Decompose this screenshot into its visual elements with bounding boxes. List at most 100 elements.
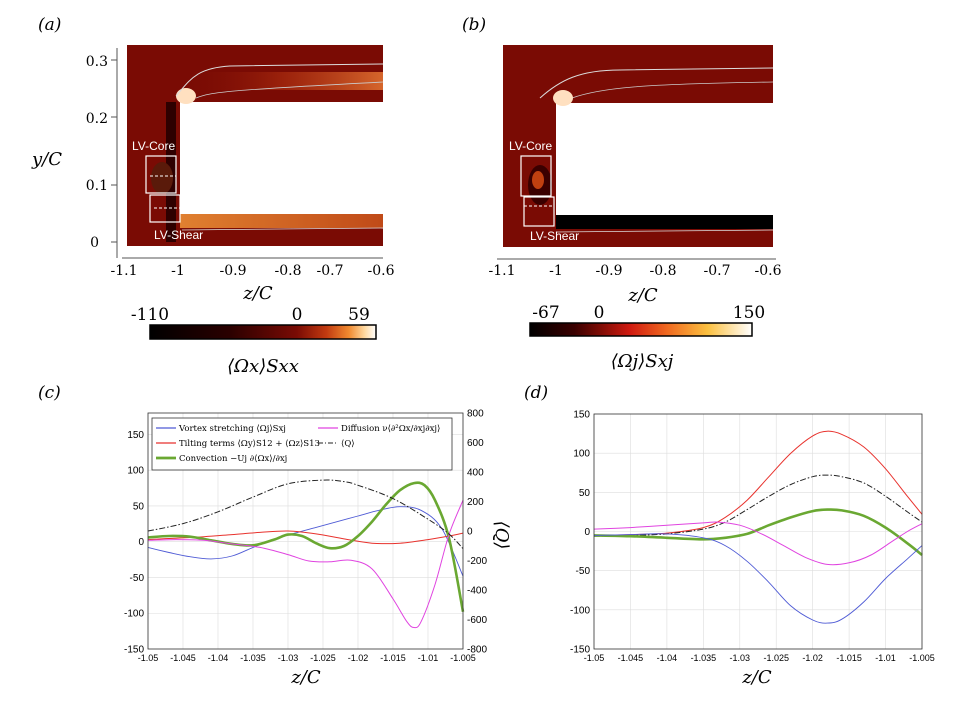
lv-core-box-a	[145, 155, 177, 194]
d-y-tick: 50	[579, 488, 591, 499]
legend-tilting: Tilting terms ⟨Ωy⟩S12 + ⟨Ωz⟩S13	[179, 439, 320, 449]
panel-c-x-ticks: -1.05 -1.045 -1.04 -1.035 -1.03 -1.025 -1.02 -1…	[138, 653, 476, 663]
c-right-tick: 800	[467, 409, 484, 420]
y-tick-a-0.3: 0.3	[86, 54, 108, 70]
x-tick-a--0.8: -0.8	[275, 263, 302, 279]
c-x-tick: -1.01	[418, 653, 439, 663]
d-y-tick: -100	[570, 605, 590, 616]
d-x-tick: -1.025	[763, 653, 789, 663]
c-right-tick: -400	[467, 586, 487, 597]
c-x-tick: -1.015	[380, 653, 406, 663]
x-tick-b--0.7: -0.7	[704, 263, 731, 279]
heatmap-b-black-stripe	[556, 215, 773, 229]
c-series-q	[147, 479, 464, 550]
colorbar-b: -67 0 150 ⟨Ωj⟩Sxj	[529, 303, 765, 372]
panel-b-xlabel: z/C	[627, 285, 658, 306]
colorbar-a-mid: 0	[292, 305, 303, 325]
panel-c-y-ticks: -150 -100 -50 0 50 100 150	[124, 430, 144, 656]
panel-a-ylabel: y/C	[31, 149, 62, 170]
c-x-tick: -1.005	[450, 653, 476, 663]
d-series-vortex	[593, 533, 923, 624]
d-x-tick: -1.035	[691, 653, 717, 663]
d-x-tick: -1.04	[657, 653, 678, 663]
panel-a-frame-ticks	[111, 48, 383, 259]
panel-b: (b) LV-Core LV-Shear -1.1 -1 -0.9 -0.8 -…	[462, 15, 782, 372]
c-x-tick: -1.03	[278, 653, 299, 663]
panel-a-x-ticks: -1.1 -1 -0.9 -0.8 -0.7 -0.6	[111, 263, 395, 279]
panel-c-frame	[147, 412, 464, 650]
lv-shear-box-b	[523, 196, 555, 227]
colorbar-b-min: -67	[532, 303, 559, 323]
d-x-tick: -1.03	[730, 653, 751, 663]
c-y-tick: 150	[127, 430, 144, 441]
d-x-tick: -1.015	[836, 653, 862, 663]
c-x-tick: -1.02	[348, 653, 369, 663]
c-x-tick: -1.035	[240, 653, 266, 663]
x-tick-a--0.9: -0.9	[220, 263, 247, 279]
d-y-tick: -50	[576, 566, 591, 577]
lv-shear-label-a: LV-Shear	[154, 228, 203, 242]
d-y-tick: 0	[584, 527, 590, 538]
c-right-tick: 400	[467, 468, 484, 479]
panel-b-x-ticks: -1.1 -1 -0.9 -0.8 -0.7 -0.6	[489, 263, 782, 279]
d-series-tilting	[593, 430, 923, 536]
heatmap-a-body	[180, 102, 383, 214]
panel-c-right-ticks: -800 -600 -400 -200 0 200 400 600 800	[467, 409, 487, 656]
heatmap-b-contour	[539, 67, 774, 99]
x-tick-b--1: -1	[549, 263, 563, 279]
colorbar-a-label: ⟨Ωx⟩Sxx	[227, 356, 299, 377]
colorbar-a-min: -110	[131, 305, 169, 325]
panel-d-label: (d)	[524, 383, 548, 403]
legend-convection: Convection −Uj ∂⟨Ωx⟩/∂xj	[179, 454, 287, 464]
d-y-tick: 100	[573, 449, 590, 460]
heatmap-b: LV-Core LV-Shear	[503, 45, 774, 247]
c-right-tick: 0	[467, 527, 473, 538]
panel-a-y-ticks: 0.3 0.2 0.1 0	[86, 54, 108, 251]
panel-d-y-ticks: -150 -100 -50 0 50 100 150	[570, 410, 590, 656]
d-x-tick: -1.02	[802, 653, 823, 663]
legend-diffusion: Diffusion ν⟨∂²Ωx/∂xj∂xj⟩	[341, 424, 440, 434]
panel-c-series	[147, 479, 465, 629]
panel-a-xlabel: z/C	[242, 283, 273, 304]
colorbar-a-bar	[149, 324, 377, 340]
panel-a-label: (a)	[38, 15, 61, 35]
panel-d-x-ticks: -1.05 -1.045 -1.04 -1.035 -1.03 -1.025 -1.02 -1…	[584, 653, 935, 663]
panel-d-xlabel: z/C	[741, 667, 772, 688]
y-tick-a-0: 0	[90, 235, 99, 251]
d-x-tick: -1.01	[875, 653, 896, 663]
x-tick-a--0.7: -0.7	[317, 263, 344, 279]
d-y-tick: 150	[573, 410, 590, 421]
heatmap-a-jet	[180, 72, 383, 90]
panel-c-legend: Vortex stretching ⟨Ωj⟩Sxj Tilting terms …	[151, 417, 453, 471]
heatmap-a-contour-2	[195, 81, 384, 99]
x-tick-b--1.1: -1.1	[489, 263, 516, 279]
c-y-tick: -50	[130, 573, 145, 584]
legend-box	[151, 417, 453, 471]
heatmap-b-lv-blob	[553, 90, 573, 106]
x-tick-b--0.9: -0.9	[596, 263, 623, 279]
x-tick-a--1.1: -1.1	[111, 263, 138, 279]
c-y-tick: -100	[124, 609, 144, 620]
c-right-tick: 200	[467, 497, 484, 508]
d-series-convection	[593, 508, 923, 556]
d-x-tick: -1.045	[618, 653, 644, 663]
colorbar-b-label: ⟨Ωj⟩Sxj	[611, 351, 674, 372]
panel-c: (c) -150 -100 -50 0 50 100 150 -800 -600 -400 -20…	[38, 383, 512, 688]
colorbar-b-mid: 0	[594, 303, 605, 323]
heatmap-a: LV-Core LV-Shear	[127, 45, 384, 246]
c-x-tick: -1.045	[170, 653, 196, 663]
c-x-tick: -1.05	[138, 653, 159, 663]
lv-shear-label-b: LV-Shear	[530, 229, 579, 243]
panel-a: (a) y/C 0.3 0.2 0.1 0	[31, 15, 395, 377]
lv-core-label-b: LV-Core	[509, 139, 552, 153]
heatmap-a-contour-3	[181, 227, 384, 231]
colorbar-a-max: 59	[348, 305, 370, 325]
c-y-tick: -150	[124, 645, 144, 656]
y-tick-a-0.2: 0.2	[86, 111, 108, 127]
panel-d-frame	[593, 413, 923, 650]
colorbar-b-max: 150	[733, 303, 765, 323]
legend-vortex: Vortex stretching ⟨Ωj⟩Sxj	[178, 424, 286, 434]
d-series-q	[593, 474, 923, 537]
c-y-tick: 50	[133, 501, 145, 512]
